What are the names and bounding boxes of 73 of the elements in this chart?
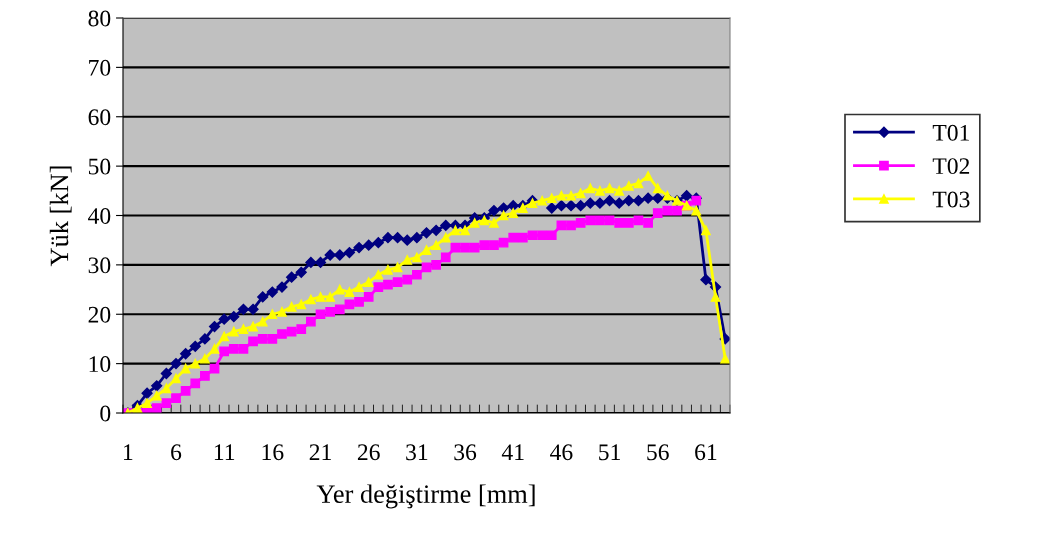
- x-tick-label: 31: [406, 444, 428, 461]
- point: [315, 309, 326, 320]
- point: [190, 378, 201, 389]
- point: [585, 215, 596, 226]
- point: [614, 218, 625, 228]
- x-tick-label: 11: [214, 444, 235, 460]
- y-tick-label: 80: [88, 10, 111, 27]
- point: [325, 306, 336, 317]
- point: [527, 230, 538, 241]
- point: [373, 282, 384, 292]
- legend-label: T01: [932, 124, 969, 141]
- y-tick-label: 40: [88, 207, 111, 224]
- point: [595, 215, 605, 226]
- point: [460, 242, 470, 253]
- point: [643, 218, 653, 228]
- point: [257, 334, 268, 344]
- point: [171, 393, 181, 404]
- point: [498, 237, 509, 248]
- point: [489, 240, 499, 250]
- y-tick-label: 20: [88, 306, 111, 323]
- point: [228, 343, 239, 354]
- x-tick-label: 61: [695, 444, 717, 461]
- x-tick-label: 21: [309, 444, 331, 460]
- x-tick-label: 41: [501, 444, 524, 460]
- point: [248, 336, 258, 347]
- x-tick-label: 16: [262, 444, 284, 461]
- point: [517, 232, 528, 243]
- point: [200, 371, 210, 381]
- legend-label: T03: [932, 191, 970, 208]
- point: [180, 385, 191, 396]
- point: [575, 218, 586, 228]
- point: [151, 403, 162, 413]
- y-tick-label: 30: [88, 257, 111, 274]
- point: [392, 277, 403, 288]
- y-tick-label: 0: [100, 405, 111, 422]
- y-tick-label: 60: [88, 109, 111, 126]
- point: [421, 262, 432, 273]
- x-axis-title: Yer değiştirme [mm]: [316, 484, 535, 509]
- x-tick-label: 1: [123, 444, 133, 460]
- point: [537, 230, 547, 241]
- point: [334, 304, 345, 315]
- y-tick-label: 50: [88, 158, 111, 175]
- y-axis-title: Yük [kN]: [49, 166, 72, 267]
- point: [363, 292, 374, 302]
- point: [161, 398, 172, 408]
- point: [546, 230, 557, 241]
- point: [296, 324, 307, 334]
- x-tick-label: 6: [171, 444, 182, 461]
- x-tick-label: 56: [647, 444, 669, 461]
- x-tick-label: 26: [357, 444, 380, 461]
- y-tick-label: 70: [89, 59, 111, 76]
- y-tick-label: 10: [89, 356, 111, 373]
- point: [412, 269, 422, 280]
- point: [354, 297, 364, 307]
- point: [479, 240, 490, 250]
- point: [306, 316, 316, 327]
- point: [238, 343, 249, 354]
- x-tick-label: 51: [599, 444, 620, 461]
- point: [383, 279, 393, 290]
- point: [440, 252, 451, 263]
- point: [267, 334, 278, 344]
- point: [508, 232, 519, 243]
- legend-label: T02: [932, 158, 970, 175]
- x-tick-label: 36: [454, 444, 477, 461]
- point: [652, 208, 663, 218]
- point: [672, 205, 682, 216]
- point: [219, 346, 230, 357]
- point: [431, 260, 441, 270]
- point: [402, 274, 413, 285]
- point: [277, 329, 287, 339]
- point: [623, 218, 634, 228]
- point: [566, 220, 576, 231]
- x-tick-label: 46: [550, 444, 573, 461]
